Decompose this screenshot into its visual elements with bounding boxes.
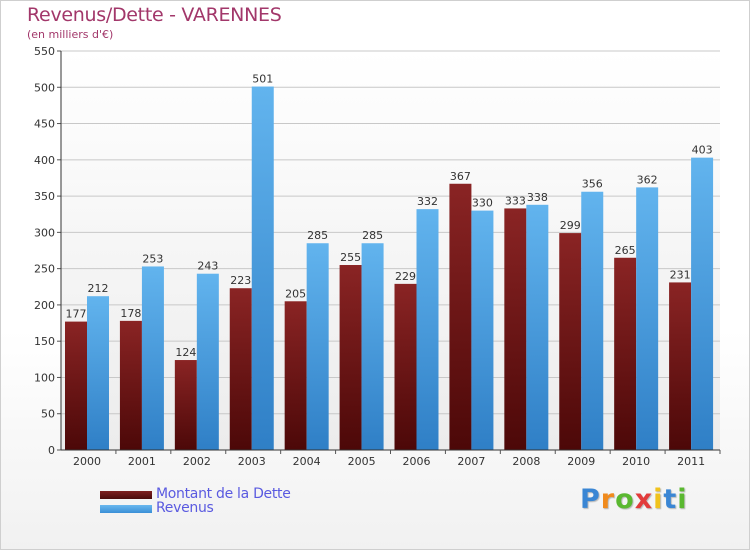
xtick-label-2000: 2000	[73, 455, 101, 468]
bar-debt-2006	[394, 283, 417, 450]
bar-debt-2001	[119, 320, 142, 450]
logo-letter: x	[634, 484, 654, 515]
data-label-revenus-2004: 285	[307, 229, 328, 242]
bar-debt-2002	[174, 360, 197, 450]
bar-debt-2004	[284, 301, 307, 450]
data-label-revenus-2005: 285	[362, 229, 383, 242]
proxiti-logo: Proxiti	[580, 484, 688, 515]
ytick-label-150: 150	[34, 335, 55, 348]
ytick-label-300: 300	[34, 226, 55, 239]
legend-label-revenus: Revenus	[156, 500, 214, 516]
ytick-label-100: 100	[34, 371, 55, 384]
bar-revenus-2010	[636, 187, 659, 451]
xtick-label-2007: 2007	[457, 455, 485, 468]
data-label-debt-2009: 299	[560, 219, 581, 232]
logo-letter: i	[653, 484, 664, 515]
bar-revenus-2008	[526, 204, 549, 450]
logo-letter: t	[663, 484, 678, 515]
bar-revenus-2007	[471, 210, 494, 450]
logo-letter: o	[615, 484, 635, 515]
bar-debt-2003	[229, 288, 252, 450]
bar-revenus-2006	[416, 209, 439, 450]
data-label-revenus-2007: 330	[472, 197, 493, 210]
data-label-debt-2008: 333	[505, 194, 526, 207]
xtick-label-2006: 2006	[403, 455, 431, 468]
data-label-revenus-2000: 212	[88, 282, 109, 295]
bar-revenus-2004	[306, 243, 329, 450]
chart-title: Revenus/Dette - VARENNES	[27, 4, 282, 26]
chart-subtitle: (en milliers d'€)	[27, 28, 114, 41]
bar-debt-2005	[339, 265, 362, 450]
ytick-label-550: 550	[34, 45, 55, 58]
data-label-debt-2004: 205	[285, 287, 306, 300]
ytick-label-500: 500	[34, 81, 55, 94]
ytick-label-250: 250	[34, 263, 55, 276]
bar-revenus-2001	[141, 266, 164, 450]
xtick-label-2011: 2011	[677, 455, 705, 468]
bar-debt-2011	[669, 282, 692, 450]
logo-letter: P	[580, 484, 601, 515]
xtick-label-2009: 2009	[567, 455, 595, 468]
ytick-label-400: 400	[34, 154, 55, 167]
data-label-revenus-2011: 403	[692, 144, 713, 157]
bar-revenus-2005	[361, 243, 384, 450]
data-label-revenus-2003: 501	[252, 73, 273, 86]
xtick-label-2002: 2002	[183, 455, 211, 468]
bar-revenus-2000	[87, 296, 109, 450]
bar-revenus-2011	[691, 157, 714, 450]
data-label-debt-2003: 223	[230, 274, 251, 287]
data-label-revenus-2009: 356	[582, 178, 603, 191]
data-label-debt-2007: 367	[450, 170, 471, 183]
bar-debt-2007	[449, 183, 472, 450]
bar-debt-2008	[504, 208, 527, 450]
data-label-debt-2011: 231	[670, 268, 691, 281]
data-label-debt-2005: 255	[340, 251, 361, 264]
xtick-label-2008: 2008	[512, 455, 540, 468]
xtick-label-2004: 2004	[293, 455, 321, 468]
data-label-debt-2002: 124	[175, 346, 196, 359]
data-label-revenus-2002: 243	[197, 260, 218, 273]
data-label-revenus-2006: 332	[417, 195, 438, 208]
data-label-debt-2010: 265	[615, 244, 636, 257]
ytick-label-450: 450	[34, 118, 55, 131]
bar-revenus-2002	[196, 273, 219, 450]
xtick-label-2005: 2005	[348, 455, 376, 468]
xtick-label-2010: 2010	[622, 455, 650, 468]
data-label-debt-2000: 177	[66, 308, 87, 321]
legend-swatch-revenus	[100, 505, 152, 513]
data-label-debt-2001: 178	[120, 307, 141, 320]
data-label-revenus-2001: 253	[142, 252, 163, 265]
logo-letter: i	[677, 484, 688, 515]
bar-revenus-2009	[581, 191, 604, 451]
ytick-label-50: 50	[41, 408, 55, 421]
legend-label-debt: Montant de la Dette	[156, 486, 291, 502]
logo-letter: r	[600, 484, 616, 515]
ytick-label-350: 350	[34, 190, 55, 203]
data-label-revenus-2008: 338	[527, 191, 548, 204]
xtick-label-2003: 2003	[238, 455, 266, 468]
plot-area	[61, 51, 720, 450]
bar-revenus-2003	[251, 86, 274, 450]
bar-debt-2000	[65, 321, 87, 450]
bar-debt-2010	[614, 257, 637, 450]
xtick-label-2001: 2001	[128, 455, 156, 468]
ytick-label-200: 200	[34, 299, 55, 312]
data-label-debt-2006: 229	[395, 270, 416, 283]
legend-swatch-debt	[100, 491, 152, 499]
data-label-revenus-2010: 362	[637, 173, 658, 186]
ytick-label-0: 0	[48, 444, 55, 457]
bar-debt-2009	[559, 233, 582, 450]
